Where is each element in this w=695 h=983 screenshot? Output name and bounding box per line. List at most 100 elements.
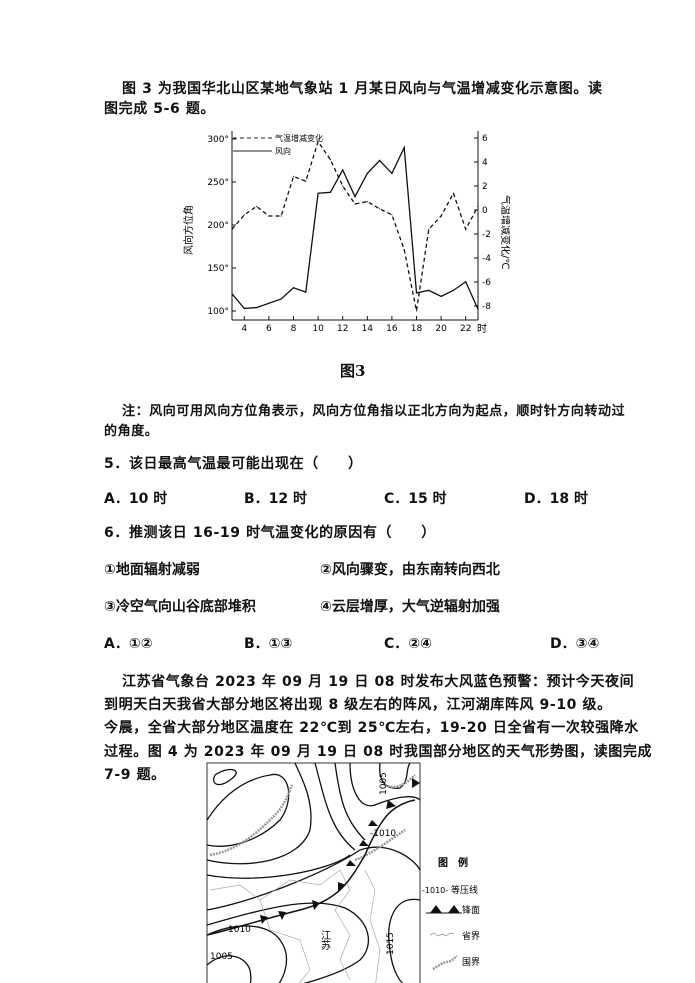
temperature-point: [415, 310, 418, 312]
temperature-point: [305, 180, 307, 182]
temperature-point: [231, 228, 233, 230]
temperature-point: [465, 228, 467, 230]
y-right-tick-label: -8: [482, 302, 491, 312]
y-right-tick-label: 0: [482, 206, 488, 216]
wind-temperature-chart: 100° 150° 200° 250° 300° -8 -6 -4 -2 0 2 4 6 4 6 8 10 12 1…: [182, 131, 510, 335]
province-borders: [209, 869, 381, 983]
legend-title: 图 例: [438, 856, 468, 869]
y-right-tick-label: -2: [482, 230, 491, 240]
isobar-label-1005-left: 1005: [210, 952, 233, 962]
q6-option-b[interactable]: B．①③: [244, 636, 293, 652]
y-right-tick-label: -6: [482, 278, 491, 288]
x-tick-label: 20: [435, 324, 447, 334]
note-line-1: 注：风向可用风向方位角表示，风向方位角指以正北方向为起点，顺时针方向转动过: [122, 404, 626, 419]
y-left-tick-label: 250°: [207, 178, 229, 188]
legend-wind-label: 风向: [275, 146, 291, 156]
y-left-tick-label: 100°: [207, 307, 229, 317]
q6-option-d[interactable]: D．③④: [550, 636, 600, 652]
y-left-label: 风向方位角: [182, 205, 195, 255]
isobar-label-1005-top: 1005: [379, 772, 389, 795]
note-line-2: 的角度。: [104, 424, 159, 439]
x-tick-label: 8: [291, 324, 297, 334]
x-tick-label: 4: [241, 324, 247, 334]
isobar-label-1010-left: 1010: [228, 925, 251, 935]
x-tick-label: 10: [312, 324, 324, 334]
y-right-tick-label: 2: [482, 182, 488, 192]
figure-3-caption: 图3: [340, 362, 366, 380]
wind-point: [256, 306, 258, 309]
y-left-tick-label: 150°: [207, 264, 229, 274]
wind-point: [342, 169, 344, 171]
q6-option-a[interactable]: A．①②: [104, 636, 153, 652]
temperature-point: [440, 215, 442, 217]
isobar-label-1010-mid: -1010: [370, 829, 396, 839]
weather-map: 1005 -1010 1010 1005 1015 江苏 图 例 -1010- …: [206, 762, 480, 983]
wind-point: [379, 159, 381, 162]
province-label-jiangsu: 江苏: [319, 930, 331, 951]
map-legend: 图 例 -1010- 等压线 锋面 省界 国界: [422, 856, 480, 971]
temperature-point: [268, 215, 270, 217]
legend-isobar-sample: -1010-: [422, 886, 448, 895]
wind-point: [292, 287, 295, 289]
wind-direction-line: [231, 145, 479, 310]
x-tick-label: 22: [460, 324, 471, 334]
temperature-point: [317, 141, 319, 143]
temperature-point: [379, 208, 381, 210]
q5-stem: 5．该日最高气温最可能出现在（ ）: [104, 456, 363, 472]
x-unit: 时: [477, 323, 487, 335]
q5-option-b[interactable]: B．12 时: [244, 491, 308, 507]
y-left-tick-label: 200°: [207, 221, 229, 231]
temperature-point: [329, 159, 331, 161]
wind-point: [403, 147, 405, 149]
x-tick-label: 12: [337, 324, 348, 334]
intro2-line-5: 7-9 题。: [104, 767, 166, 783]
wind-point: [428, 289, 430, 291]
legend-isobar: 等压线: [451, 884, 478, 896]
temperature-point: [292, 175, 295, 177]
q5-option-d[interactable]: D．18 时: [524, 491, 588, 507]
wind-point: [415, 292, 418, 294]
q6-item-1: ①地面辐射减弱: [104, 562, 200, 578]
intro2-line-1: 江苏省气象台 2023 年 09 月 19 日 08 时发布大风蓝色预警：预计今…: [122, 674, 635, 690]
legend-front: 锋面: [462, 904, 480, 916]
q5-option-a[interactable]: A．10 时: [104, 491, 168, 507]
legend-province-border: 省界: [462, 930, 480, 942]
x-tick-label: 14: [362, 324, 374, 334]
national-border: [209, 774, 416, 862]
wind-point: [452, 289, 454, 291]
isobars: [206, 762, 421, 983]
x-tick-label: 16: [386, 324, 398, 334]
wind-point: [231, 293, 233, 295]
x-tick-label: 18: [411, 324, 423, 334]
q5-option-c[interactable]: C．15 时: [384, 491, 447, 507]
q6-option-c[interactable]: C．②④: [384, 636, 432, 652]
intro2-line-4: 过程。图 4 为 2023 年 09 月 19 日 08 时我国部分地区的天气形…: [104, 744, 653, 760]
q6-item-2: ②风向骤变，由东南转向西北: [320, 562, 500, 578]
intro-line-1: 图 3 为我国华北山区某地气象站 1 月某日风向与气温增减变化示意图。读: [122, 81, 603, 97]
temperature-point: [280, 215, 282, 217]
temperature-point: [403, 249, 405, 251]
y-left-tick-label: 300°: [207, 135, 229, 145]
temperature-point: [452, 192, 454, 194]
wind-point: [268, 302, 270, 304]
wind-point: [477, 308, 479, 310]
wind-point: [465, 281, 467, 283]
front: [206, 778, 420, 936]
x-tick-label: 6: [266, 324, 272, 334]
y-right-tick-label: 6: [482, 134, 488, 144]
temperature-point: [477, 205, 479, 207]
wind-point: [280, 298, 282, 300]
y-right-label: 气温增减变化/℃: [499, 195, 510, 270]
wind-point: [329, 191, 331, 193]
legend-temp-label: 气温增减变化: [275, 133, 323, 143]
isobar-label-1015: 1015: [386, 932, 396, 955]
wind-point: [366, 172, 368, 174]
y-right-tick-label: 4: [482, 158, 488, 168]
q6-item-4: ④云层增厚，大气逆辐射加强: [320, 599, 500, 615]
temperature-point: [342, 185, 344, 187]
temperature-point: [354, 203, 356, 205]
wind-point: [391, 172, 393, 174]
q6-stem: 6．推测该日 16-19 时气温变化的原因有（ ）: [104, 525, 436, 541]
intro2-line-3: 今晨，全省大部分地区温度在 22℃到 25℃左右，19-20 日全省有一次较强降…: [104, 720, 639, 736]
